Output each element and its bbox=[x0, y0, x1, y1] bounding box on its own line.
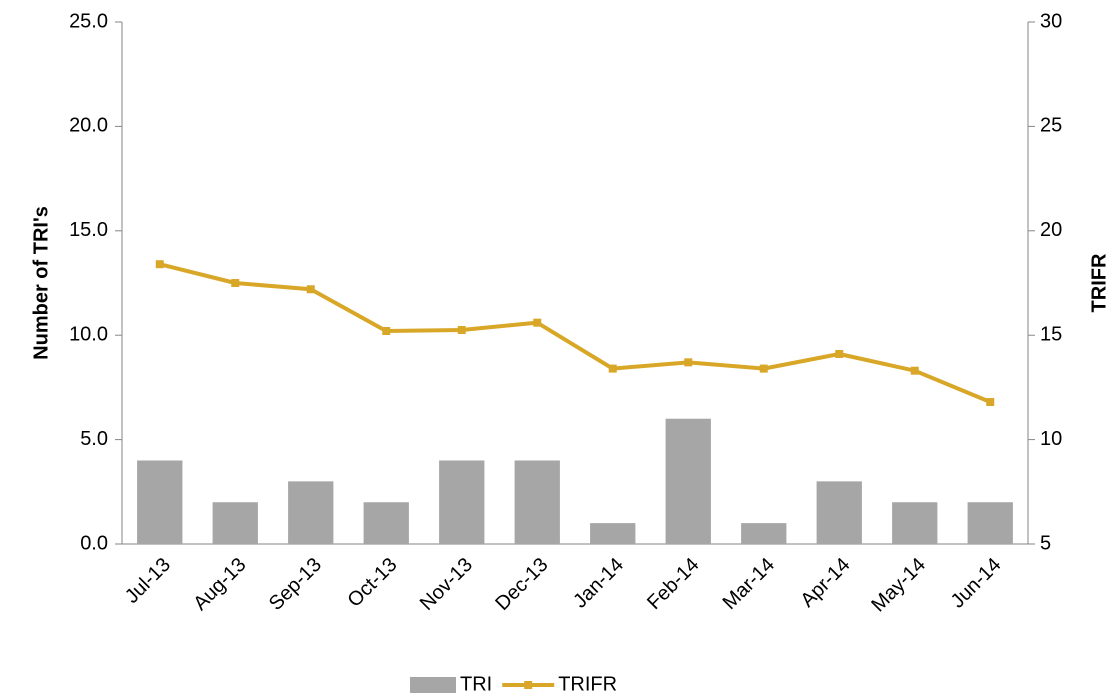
x-tick-label: May-14 bbox=[867, 554, 930, 617]
x-tick-label: Nov-13 bbox=[416, 554, 477, 615]
bar bbox=[741, 523, 787, 544]
bar bbox=[892, 502, 938, 544]
y2-tick-label: 15 bbox=[1040, 323, 1062, 345]
line-marker bbox=[457, 325, 466, 334]
bar bbox=[967, 502, 1013, 544]
line-marker bbox=[231, 279, 240, 287]
line-marker bbox=[306, 285, 315, 294]
x-tick-label: Feb-14 bbox=[643, 554, 703, 614]
bar bbox=[137, 460, 183, 544]
line-marker bbox=[835, 349, 844, 358]
bar bbox=[212, 502, 258, 544]
bar bbox=[816, 481, 862, 544]
x-tick-label: Jun-14 bbox=[947, 554, 1006, 613]
x-tick-label: Jan-14 bbox=[569, 554, 628, 613]
y-tick-label: 10.0 bbox=[69, 323, 108, 345]
y-tick-label: 25.0 bbox=[69, 10, 108, 32]
bar bbox=[514, 460, 560, 544]
y2-tick-label: 20 bbox=[1040, 219, 1062, 241]
x-tick-label: Dec-13 bbox=[491, 554, 552, 615]
y-tick-label: 15.0 bbox=[69, 219, 108, 241]
bar bbox=[665, 418, 711, 544]
legend-label: TRI bbox=[460, 673, 492, 695]
y-tick-label: 0.0 bbox=[80, 532, 108, 554]
y-axis-label: Number of TRI's bbox=[30, 206, 52, 360]
y2-axis-label: TRIFR bbox=[1088, 253, 1110, 312]
legend-swatch bbox=[410, 677, 456, 693]
line-marker bbox=[608, 364, 617, 373]
line-marker bbox=[382, 327, 391, 336]
y2-tick-label: 5 bbox=[1040, 532, 1051, 554]
line-marker bbox=[155, 260, 164, 269]
x-tick-label: Jul-13 bbox=[121, 554, 175, 608]
y-tick-label: 5.0 bbox=[80, 428, 108, 450]
x-tick-label: Sep-13 bbox=[265, 554, 326, 615]
x-tick-label: Apr-14 bbox=[797, 554, 855, 612]
line-marker bbox=[533, 318, 542, 327]
bar bbox=[363, 502, 409, 544]
line bbox=[159, 262, 992, 404]
bar bbox=[439, 460, 485, 544]
x-tick-label: Oct-13 bbox=[344, 554, 402, 612]
line-marker bbox=[684, 358, 693, 367]
x-tick-label: Aug-13 bbox=[189, 554, 250, 615]
y2-tick-label: 10 bbox=[1040, 428, 1062, 450]
bar bbox=[288, 481, 334, 544]
line-marker bbox=[986, 398, 995, 407]
legend-label: TRIFR bbox=[558, 673, 617, 695]
legend-swatch-marker bbox=[524, 681, 533, 689]
line-marker bbox=[759, 364, 768, 373]
line-marker bbox=[910, 366, 919, 375]
y2-tick-label: 25 bbox=[1040, 115, 1062, 137]
bar bbox=[590, 523, 636, 544]
y2-tick-label: 30 bbox=[1040, 10, 1062, 32]
x-tick-label: Mar-14 bbox=[719, 554, 779, 614]
y-tick-label: 20.0 bbox=[69, 115, 108, 137]
